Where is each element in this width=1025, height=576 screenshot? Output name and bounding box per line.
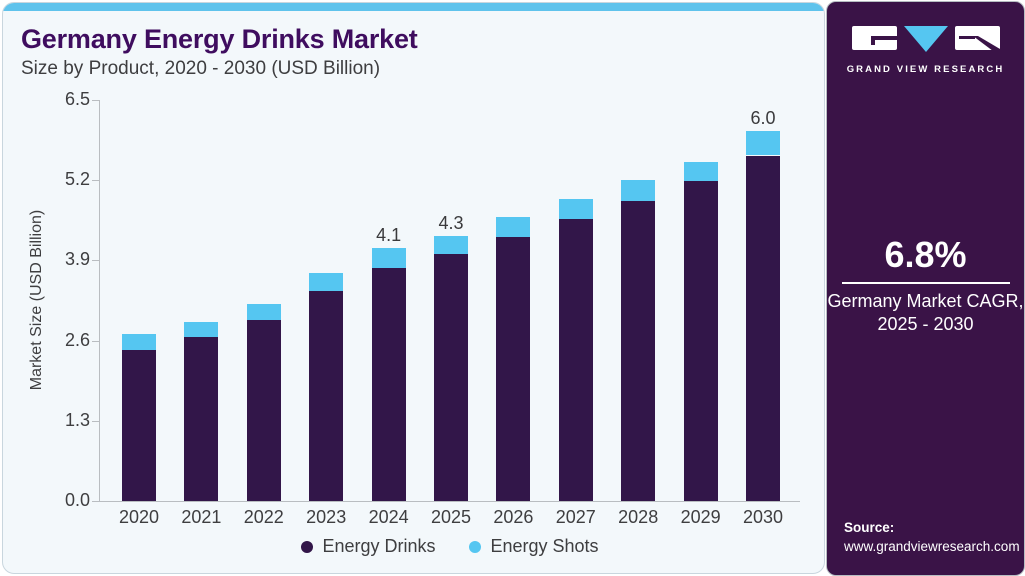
bar-energy-shots-2026 [496, 217, 531, 237]
bar-energy-drinks-2030 [746, 155, 780, 501]
y-tick-mark-2.6 [92, 340, 99, 342]
legend-item-energy-drinks[interactable]: Energy Drinks [301, 536, 435, 557]
bar-energy-drinks-2027 [558, 219, 593, 501]
legend-item-energy-shots[interactable]: Energy Shots [469, 536, 599, 557]
cagr-value: 6.8% [884, 234, 967, 275]
y-tick-mark-1.3 [92, 420, 99, 422]
source-url[interactable]: www.grandviewresearch.com [844, 539, 1020, 554]
bar-total-label-2030: 6.0 [750, 107, 776, 128]
cagr-label-line1: Germany Market CAGR, [827, 291, 1024, 311]
gvr-logo-icon [851, 26, 1000, 52]
bar-energy-shots-2029 [683, 161, 718, 182]
bar-total-label-2024: 4.1 [376, 225, 402, 246]
y-tick-mark-3.9 [92, 260, 99, 262]
x-tick-label-2025: 2025 [430, 507, 472, 527]
y-tick-mark-5.2 [92, 180, 99, 182]
y-tick-mark-6.5 [92, 100, 99, 101]
y-tick-label-2.6: 2.6 [64, 330, 90, 350]
y-tick-label-6.5: 6.5 [64, 89, 90, 109]
x-tick-label-2022: 2022 [243, 507, 284, 527]
bar-energy-drinks-2021 [184, 336, 219, 501]
bar-energy-shots-2023 [309, 272, 344, 292]
legend-swatch-energy-drinks-icon [301, 540, 314, 553]
bar-energy-drinks-2022 [246, 319, 281, 501]
bar-energy-shots-2022 [246, 303, 281, 320]
bar-energy-drinks-2024 [371, 267, 406, 501]
bar-energy-drinks-2026 [496, 237, 531, 501]
y-axis-title: Market Size (USD Billion) [28, 209, 45, 391]
bar-energy-shots-2024 [371, 248, 406, 268]
legend-label-energy-drinks: Energy Drinks [322, 536, 436, 556]
card-top-accent-strip [3, 3, 824, 11]
y-tick-label-3.9: 3.9 [64, 249, 90, 269]
legend-label-energy-shots: Energy Shots [490, 536, 599, 556]
cagr-block: 6.8% Germany Market CAGR, 2025 - 2030 [827, 235, 1024, 336]
bar-energy-drinks-2020 [122, 349, 156, 501]
cagr-label-line2: 2025 - 2030 [877, 314, 974, 334]
x-tick-label-2027: 2027 [555, 507, 596, 527]
x-tick-label-2021: 2021 [181, 507, 222, 527]
brand-logo: GRAND VIEW RESEARCH [827, 26, 1024, 75]
page-subtitle: Size by Product, 2020 - 2030 (USD Billio… [21, 58, 381, 79]
y-tick-label-0.0: 0.0 [64, 490, 90, 510]
x-tick-label-2030: 2030 [742, 507, 784, 527]
x-tick-label-2029: 2029 [680, 507, 721, 527]
bar-energy-drinks-2023 [309, 291, 344, 501]
bar-total-label-2025: 4.3 [438, 212, 464, 233]
source-block: Source: www.grandviewresearch.com [844, 519, 1020, 556]
y-tick-label-1.3: 1.3 [64, 410, 90, 430]
x-axis-line [99, 501, 800, 502]
bar-energy-shots-2028 [621, 180, 656, 201]
bar-energy-drinks-2028 [621, 200, 656, 501]
bar-energy-shots-2025 [434, 235, 468, 255]
cagr-divider [841, 282, 1010, 284]
x-tick-label-2023: 2023 [306, 507, 347, 527]
source-label: Source: [844, 520, 895, 535]
legend-swatch-energy-shots-icon [469, 540, 482, 553]
sidebar: GRAND VIEW RESEARCH 6.8% Germany Market … [826, 1, 1025, 576]
x-tick-label-2028: 2028 [618, 507, 659, 527]
bar-energy-shots-2030 [746, 130, 780, 156]
y-tick-mark-0.0 [92, 501, 99, 502]
bar-energy-shots-2021 [184, 322, 219, 337]
x-tick-label-2026: 2026 [493, 507, 534, 527]
page-title: Germany Energy Drinks Market [21, 24, 418, 54]
bar-energy-drinks-2025 [434, 254, 468, 501]
bar-energy-drinks-2029 [683, 181, 718, 501]
brand-wordmark: GRAND VIEW RESEARCH [846, 64, 1005, 75]
bar-energy-shots-2027 [558, 198, 593, 220]
y-axis-line [99, 100, 100, 502]
chart-legend: Energy Drinks Energy Shots [100, 536, 800, 557]
x-tick-label-2024: 2024 [368, 507, 409, 527]
y-tick-label-5.2: 5.2 [64, 169, 90, 189]
bar-energy-shots-2020 [122, 334, 156, 350]
x-tick-label-2020: 2020 [118, 507, 160, 527]
